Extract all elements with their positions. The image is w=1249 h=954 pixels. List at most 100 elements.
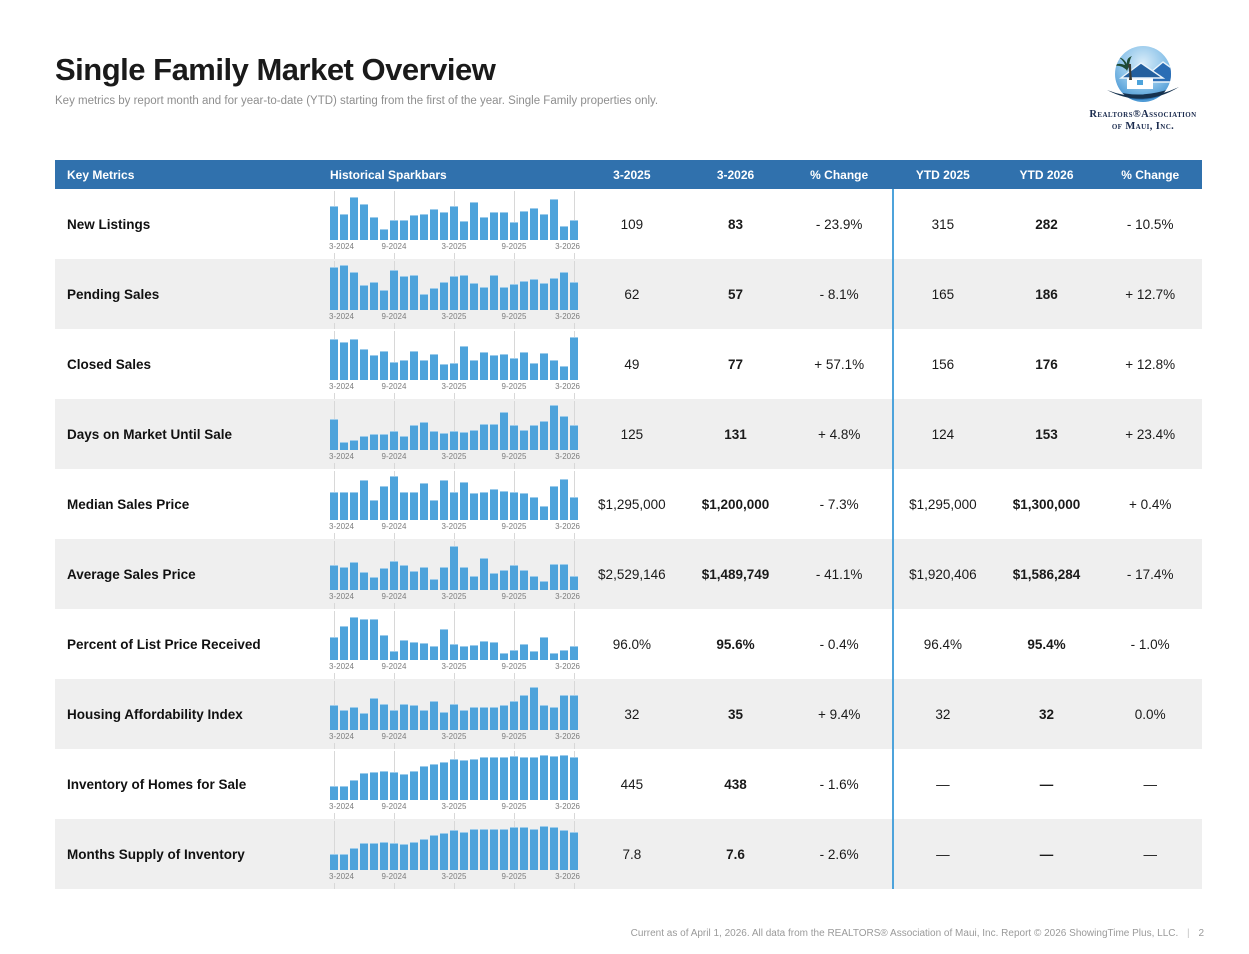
metric-cell: Inventory of Homes for Sale [55,749,325,819]
sparkbar-bar [340,265,348,310]
sparkbar-bar [500,570,508,590]
sparkbar-tick [454,603,455,609]
sparkbar-bar [490,829,498,870]
sparkbar-bar [540,826,548,870]
metric-label: Median Sales Price [67,496,190,512]
sparkbar-bar [530,576,538,590]
sparkbar-bar [330,565,338,590]
month-curr-value: 35 [727,706,744,722]
sparkbar-gridline [394,401,395,450]
logo-line-1: Realtors®Association [1089,109,1197,120]
sparkbar-bar [440,833,448,870]
sparkbar-bar [520,493,528,520]
ytd-change-value: - 17.4% [1126,566,1174,582]
sparkbar-axis-label: 3-2024 [329,242,354,251]
sparkbar-axis-label: 9-2024 [381,732,407,741]
sparkbar-bar [360,619,368,660]
sparkbar-gridline [454,611,455,660]
sparkbar-axis-label: 3-2026 [555,522,580,531]
sparkbar-bar [380,351,388,380]
sparkbar-bar [380,842,388,870]
sparkbar-tick [394,673,395,679]
sparkbar-bar [570,646,578,660]
sparkbar-bar [570,337,578,380]
sparkbar-axis-label: 9-2024 [381,382,407,391]
page-number: 2 [1198,928,1204,939]
sparkbar-bar [390,220,398,240]
sparkbar-bar [510,701,518,730]
header-key-metrics: Key Metrics [67,167,135,182]
sparkbar-bar [570,497,578,520]
sparkbar-tick [334,883,335,889]
sparkbar-axis-label: 3-2024 [329,382,354,391]
sparkbar-bar [400,360,408,380]
sparkbar-bar [440,712,448,730]
sparkbar-bar [480,757,488,800]
sparkbar-bar [540,581,548,590]
sparkbar-bar [350,848,358,870]
sparkbar-tick [394,323,395,329]
sparkbar-bar [550,360,558,380]
month-prev-value: 49 [624,356,640,372]
month-prev-value: 96.0% [612,636,651,652]
sparkbar-bar [500,491,508,520]
sparkbar-bar [490,355,498,380]
sparkbar-bar [570,832,578,870]
sparkbar-bar [560,564,568,590]
sparkbar-chart: 3-2024 9-2024 3-2025 9-2025 3-2026 [325,329,580,399]
table-row: Median Sales Price 3-2024 9-2024 3-2025 9-20… [55,469,1202,539]
sparkbar-bar [410,705,418,730]
sparkbar-canvas [330,681,580,730]
sparkbar-bar [420,294,428,310]
sparkbar-canvas [330,261,580,310]
sparkbar-bar [410,642,418,660]
sparkbar-bar [560,479,568,520]
sparkbar-bar [550,756,558,800]
metric-label: Closed Sales [67,356,152,372]
sparkbar-bar [450,644,458,660]
sparkbar-bar [540,283,548,310]
sparkbar-bar [390,561,398,590]
sparkbar-bar [560,830,568,870]
sparkbar-bar [480,829,488,870]
sparkbar-axis-label: 3-2026 [555,592,580,601]
sparkbar-gridline [334,611,335,660]
sparkbar-axis-label: 9-2025 [501,242,527,251]
sparkbar-bar [450,492,458,520]
sparkbar-tick [454,813,455,819]
ytd-prev-value: $1,295,000 [909,496,977,512]
sparkbar-bar [530,425,538,450]
sparkbar-bar [500,212,508,240]
ytd-curr-value: $1,300,000 [1012,496,1081,512]
sparkbar-tick [454,743,455,749]
month-prev-value: 445 [620,776,644,792]
sparkbar-tick [574,743,575,749]
footer-text: Current as of April 1, 2026. All data fr… [630,928,1179,939]
sparkbar-bar [560,695,568,730]
month-curr-value: $1,489,749 [701,566,770,582]
sparkbar-bar [460,832,468,870]
sparkbar-bar [430,646,438,660]
sparkbar-tick [454,393,455,399]
sparkbar-bar [560,226,568,240]
sparkbar-bar [370,698,378,730]
sparkbar-bar [440,364,448,380]
sparkbar-bar [500,757,508,800]
sparkbar-bar [410,425,418,450]
month-change-value: - 41.1% [815,566,863,582]
sparkbar-bar [520,430,528,450]
sparkbar-bar [370,355,378,380]
sparkbar-bar [480,217,488,240]
sparkbar-bar [450,546,458,590]
sparkbar-bar [540,214,548,240]
month-prev-value: 32 [624,706,640,722]
sparkbar-bar [520,757,528,800]
sparkbar-bar [350,197,358,240]
sparkbar-bar [330,339,338,380]
sparkbar-tick [334,393,335,399]
sparkbar-bar [510,756,518,800]
sparkbar-bar [570,425,578,450]
sparkbar-gridline [454,401,455,450]
sparkbar-tick [334,603,335,609]
sparkbar-gridline [394,611,395,660]
